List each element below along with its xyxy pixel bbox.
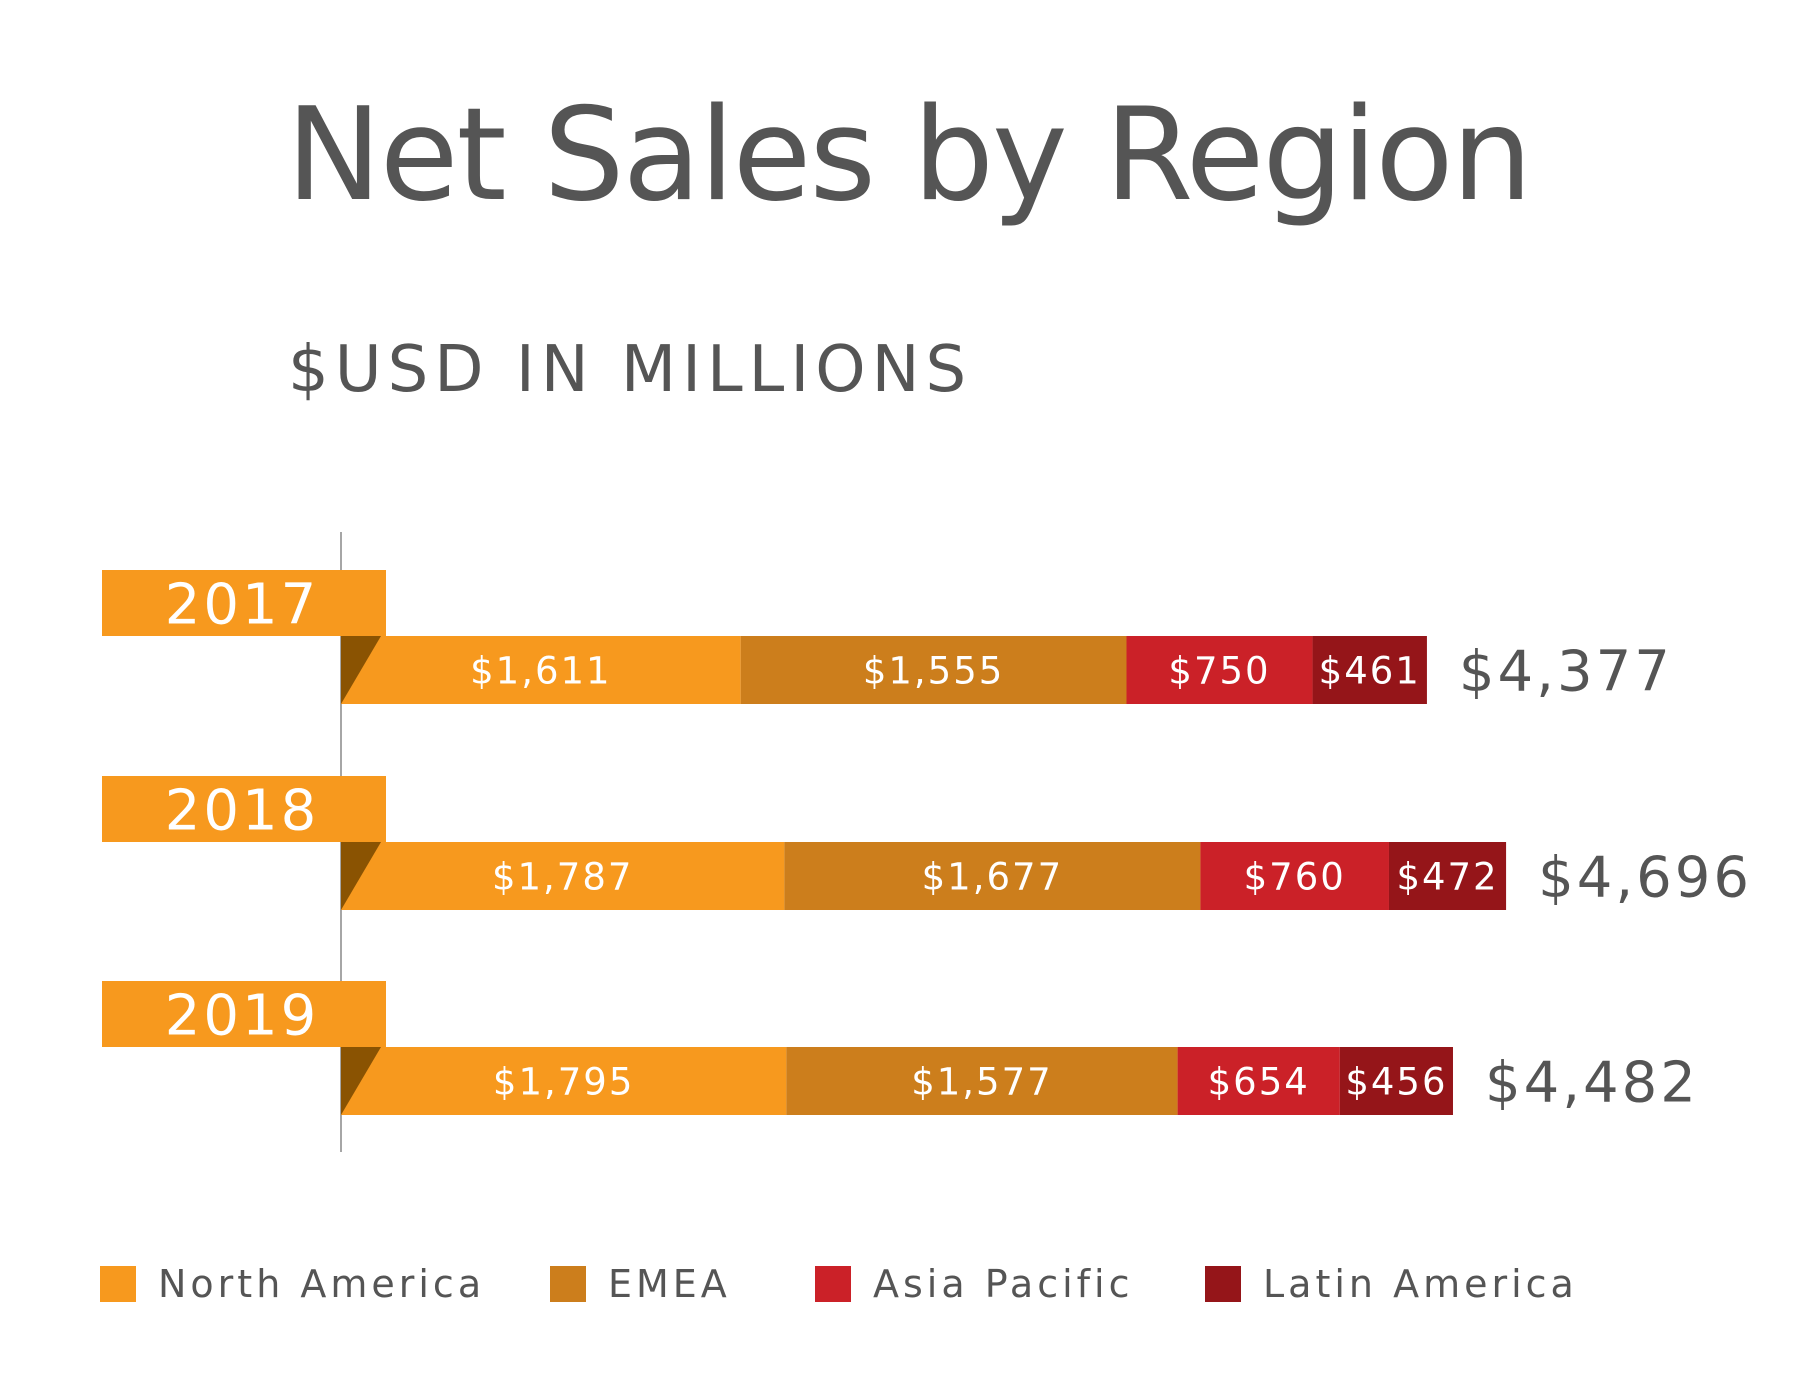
bar-segment-latin-america-2018 xyxy=(1388,842,1507,910)
data-label: $1,787 xyxy=(492,856,633,899)
total-label: $4,377 xyxy=(1459,640,1673,705)
legend-label: EMEA xyxy=(608,1262,731,1306)
legend-item-latin-america: Latin America xyxy=(1205,1262,1578,1306)
year-tag-label: 2019 xyxy=(165,984,320,1049)
year-tag-2017 xyxy=(102,570,386,636)
legend-label: Asia Pacific xyxy=(873,1262,1134,1306)
data-label: $1,795 xyxy=(493,1061,634,1104)
bar-segment-north-america-2018 xyxy=(341,842,785,910)
legend-swatch-latin-america xyxy=(1205,1266,1241,1302)
total-label: $4,696 xyxy=(1538,846,1752,911)
year-tag-2018 xyxy=(102,776,386,842)
bar-segment-latin-america-2017 xyxy=(1312,636,1427,704)
total-label: $4,482 xyxy=(1485,1051,1699,1116)
data-label: $461 xyxy=(1319,650,1421,693)
legend-swatch-asia-pacific xyxy=(815,1266,851,1302)
bar-segment-emea-2018 xyxy=(784,842,1201,910)
data-label: $472 xyxy=(1396,856,1498,899)
legend-label: North America xyxy=(158,1262,486,1306)
chart-subtitle: $USD IN MILLIONS xyxy=(288,333,973,407)
data-label: $1,555 xyxy=(863,650,1004,693)
year-tag-label: 2017 xyxy=(165,573,320,638)
bar-segment-emea-2019 xyxy=(786,1047,1178,1115)
legend-swatch-emea xyxy=(550,1266,586,1302)
bar-segment-asia-pacific-2017 xyxy=(1126,636,1313,704)
data-label: $456 xyxy=(1345,1061,1447,1104)
bar-segment-north-america-2017 xyxy=(341,636,741,704)
legend-item-north-america: North America xyxy=(100,1262,485,1306)
legend-swatch-north-america xyxy=(100,1266,136,1302)
chart-legend: North America EMEA Asia Pacific Latin Am… xyxy=(100,1262,1700,1322)
data-label: $1,577 xyxy=(911,1061,1052,1104)
legend-item-emea: EMEA xyxy=(550,1262,731,1306)
bar-segment-emea-2017 xyxy=(740,636,1127,704)
chart-title: Net Sales by Region xyxy=(286,81,1533,230)
bar-segment-north-america-2019 xyxy=(341,1047,787,1115)
legend-label: Latin America xyxy=(1263,1262,1578,1306)
ribbon-fold-2019 xyxy=(341,1047,381,1115)
bar-segment-asia-pacific-2018 xyxy=(1200,842,1389,910)
data-label: $1,611 xyxy=(470,650,611,693)
year-tag-2019 xyxy=(102,981,386,1047)
ribbon-fold-2017 xyxy=(341,636,381,704)
bar-segment-latin-america-2019 xyxy=(1339,1047,1453,1115)
data-label: $750 xyxy=(1168,650,1270,693)
bar-segment-asia-pacific-2019 xyxy=(1177,1047,1340,1115)
legend-item-asia-pacific: Asia Pacific xyxy=(815,1262,1134,1306)
data-label: $760 xyxy=(1244,856,1346,899)
year-tag-label: 2018 xyxy=(165,779,320,844)
ribbon-fold-2018 xyxy=(341,842,381,910)
data-label: $654 xyxy=(1208,1061,1310,1104)
stacked-bar-chart: 2017 $1,611 $1,555 $750 $461 $4,377 2018 $1,787… xyxy=(102,532,1752,1152)
data-label: $1,677 xyxy=(922,856,1063,899)
